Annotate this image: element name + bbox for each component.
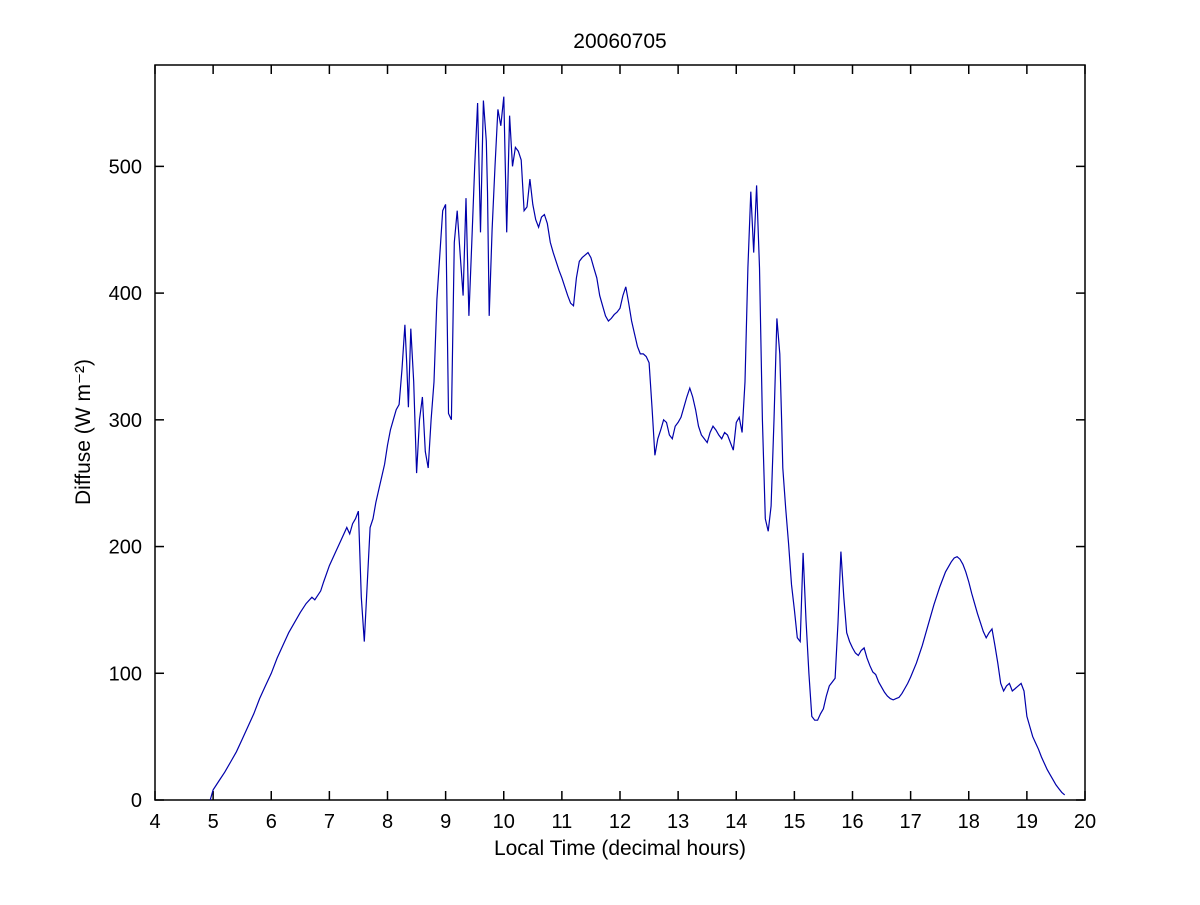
x-tick-label: 9	[440, 811, 451, 833]
x-tick-label: 16	[841, 811, 863, 833]
x-tick-label: 7	[324, 811, 335, 833]
x-axis-tick-labels: 4 5 6 7 8 9 10 11 12 13 14 15 16 17 18 19 20	[149, 811, 1096, 833]
x-axis-label: Local Time (decimal hours)	[494, 837, 746, 860]
x-tick-label: 4	[149, 811, 160, 833]
y-tick-label: 200	[109, 537, 142, 559]
y-tick-label: 100	[109, 663, 142, 685]
x-tick-label: 6	[266, 811, 277, 833]
y-axis-tick-labels: 0 100 200 300 400 500	[109, 156, 142, 812]
axis-ticks	[154, 65, 1086, 801]
x-tick-label: 5	[208, 811, 219, 833]
x-tick-label: 10	[493, 811, 515, 833]
y-tick-label: 0	[131, 790, 142, 812]
x-tick-label: 12	[609, 811, 631, 833]
x-tick-label: 20	[1074, 811, 1096, 833]
x-tick-label: 17	[900, 811, 922, 833]
x-tick-label: 18	[958, 811, 980, 833]
y-tick-label: 300	[109, 410, 142, 432]
plot-border	[154, 64, 1086, 801]
diffuse-line-series	[209, 96, 1066, 801]
y-axis-label: Diffuse (W m⁻²)	[72, 359, 95, 505]
y-tick-label: 500	[109, 156, 142, 178]
x-tick-label: 15	[783, 811, 805, 833]
x-tick-label: 19	[1016, 811, 1038, 833]
y-tick-label: 400	[109, 283, 142, 305]
x-tick-label: 13	[667, 811, 689, 833]
x-tick-label: 8	[382, 811, 393, 833]
chart-title: 20060705	[573, 30, 666, 53]
x-tick-label: 11	[551, 811, 572, 833]
x-tick-label: 14	[725, 811, 747, 833]
